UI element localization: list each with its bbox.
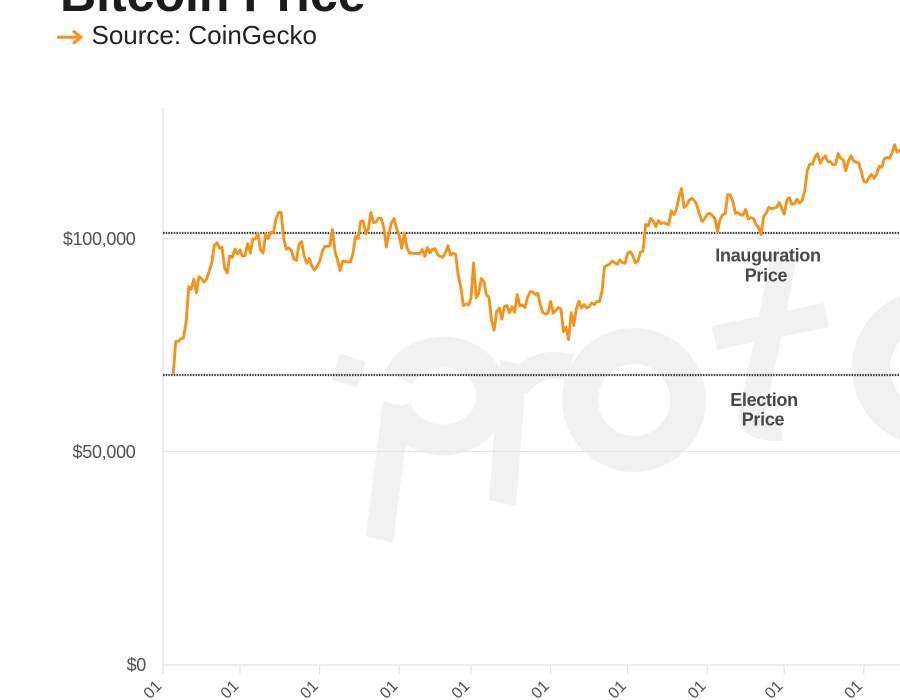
svg-text:$100,000: $100,000 xyxy=(63,229,136,249)
svg-text:Source: CoinGecko: Source: CoinGecko xyxy=(92,20,317,50)
svg-text:Inauguration: Inauguration xyxy=(715,246,820,266)
svg-text:Price: Price xyxy=(742,410,785,430)
svg-text:$50,000: $50,000 xyxy=(73,442,136,462)
svg-text:Bitcoin Price: Bitcoin Price xyxy=(60,0,366,22)
svg-text:Price: Price xyxy=(745,266,788,286)
svg-text:$0: $0 xyxy=(127,655,147,675)
svg-text:Election: Election xyxy=(730,390,798,410)
